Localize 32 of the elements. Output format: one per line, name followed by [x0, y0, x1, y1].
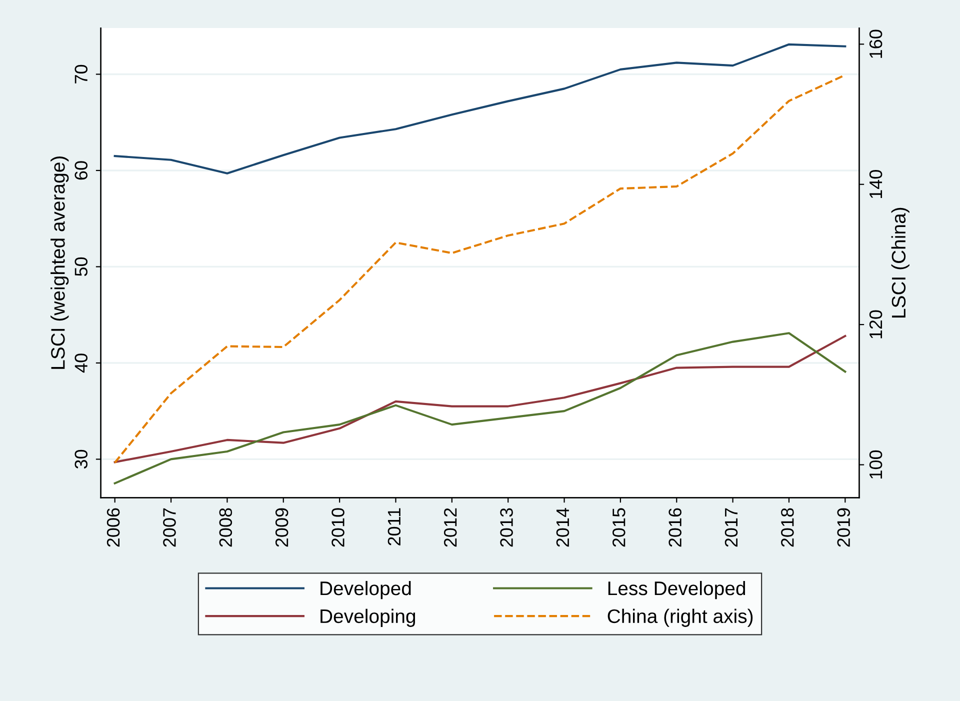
legend-label: Less Developed	[608, 580, 746, 600]
x-tick-label: 2014	[556, 508, 570, 547]
legend-label: Developing	[320, 608, 416, 627]
x-tick-label: 2018	[781, 508, 794, 547]
x-tick-label: 2012	[444, 508, 457, 547]
line-series	[114, 332, 846, 484]
legend-label: China (right axis)	[608, 608, 753, 627]
x-tick-label: 2008	[219, 508, 232, 547]
y2-axis-title: LSCI (China)	[891, 208, 910, 318]
y2-tick-label: 160	[869, 30, 882, 58]
y2-tick-label: 100	[869, 450, 882, 478]
y2-tick-label: 140	[869, 170, 882, 198]
y-tick-label: 50	[74, 257, 88, 276]
y-tick-label: 30	[74, 450, 88, 469]
legend-label: Developed	[320, 580, 411, 600]
y2-tick-label: 120	[869, 310, 882, 338]
x-tick-label: 2007	[163, 508, 176, 547]
y-tick-label: 40	[74, 354, 88, 373]
y-axis-title: LSCI (weighted average)	[50, 156, 69, 369]
y-tick-label: 70	[74, 64, 88, 84]
x-tick-label: 2015	[612, 508, 626, 547]
x-tick-label: 2006	[106, 508, 120, 547]
x-tick-label: 2019	[837, 508, 850, 547]
line-series	[114, 43, 846, 174]
x-tick-label: 2016	[668, 508, 682, 547]
x-tick-label: 2009	[275, 508, 288, 547]
x-tick-label: 2017	[724, 508, 738, 547]
line-series	[114, 334, 846, 464]
x-tick-label: 2010	[332, 508, 344, 547]
x-tick-label: 2011	[388, 508, 401, 546]
y-tick-label: 60	[74, 161, 88, 180]
x-tick-label: 2013	[500, 508, 513, 547]
